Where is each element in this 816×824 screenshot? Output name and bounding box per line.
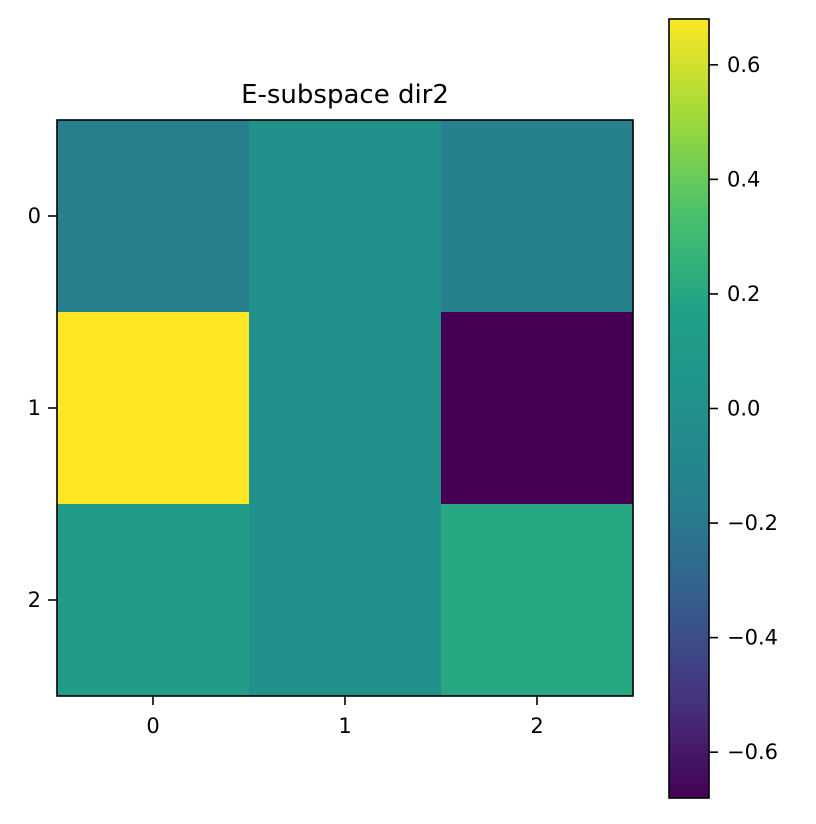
colorbar [668,18,710,799]
colorbar-tick-label: 0.6 [727,53,760,77]
y-tick-label: 0 [28,204,41,228]
y-axis: 0 1 2 [28,204,57,612]
colorbar-tick-label: 0.0 [727,397,760,421]
x-tick-label: 1 [338,714,351,738]
colorbar-tick-label: 0.2 [727,282,760,306]
heatmap-cell [249,504,442,697]
y-tick-label: 1 [28,396,41,420]
chart-title: E-subspace dir2 [241,80,449,110]
heatmap-cell [249,312,442,505]
heatmap-cell [57,312,250,505]
heatmap-cells [57,120,634,697]
x-tick-label: 0 [146,714,159,738]
heatmap-cell [57,504,250,697]
colorbar-tick-label: −0.4 [727,626,778,650]
colorbar-tick-label: 0.4 [727,167,760,191]
colorbar-tick-label: −0.6 [727,740,778,764]
colorbar-tick-label: −0.2 [727,511,778,535]
heatmap-cell [57,120,250,313]
heatmap-cell [441,504,634,697]
colorbar-axis: 0.6 0.4 0.2 0.0 −0.2 −0.4 −0.6 [709,53,778,764]
x-axis: 0 1 2 [146,696,544,738]
heatmap-cell [249,120,442,313]
x-tick-label: 2 [530,714,543,738]
y-tick-label: 2 [28,588,41,612]
heatmap-cell [441,120,634,313]
heatmap-cell [441,312,634,505]
